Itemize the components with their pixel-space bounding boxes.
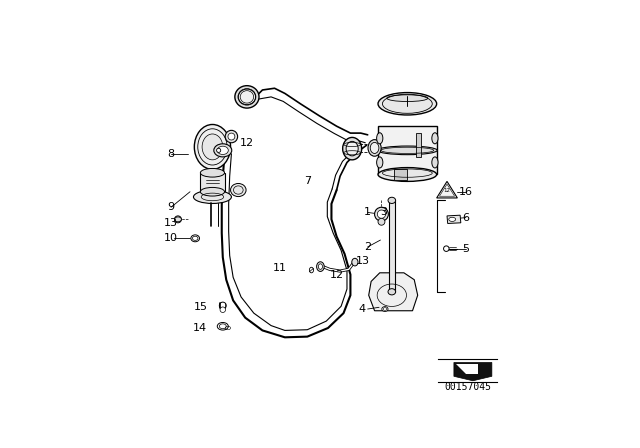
Ellipse shape [200, 168, 225, 177]
Ellipse shape [346, 142, 358, 156]
Text: 7: 7 [304, 177, 311, 186]
Ellipse shape [200, 187, 225, 196]
Text: 5: 5 [463, 244, 470, 254]
Circle shape [220, 302, 226, 309]
Circle shape [225, 130, 237, 143]
Ellipse shape [238, 89, 255, 105]
Bar [389, 200, 395, 292]
Text: 00157045: 00157045 [444, 382, 492, 392]
Text: 1: 1 [364, 207, 371, 217]
Text: 11: 11 [273, 263, 287, 273]
Ellipse shape [371, 142, 379, 154]
Text: 12: 12 [240, 138, 254, 148]
Polygon shape [436, 181, 458, 198]
Ellipse shape [376, 133, 383, 144]
Bar [416, 133, 421, 157]
Ellipse shape [342, 138, 362, 160]
Text: 2: 2 [364, 242, 371, 252]
Text: 9: 9 [168, 202, 175, 212]
Circle shape [444, 246, 449, 251]
Ellipse shape [193, 190, 232, 203]
Ellipse shape [449, 217, 456, 221]
Circle shape [228, 133, 235, 140]
Polygon shape [447, 215, 461, 224]
Text: 16: 16 [459, 187, 473, 197]
Text: 6: 6 [463, 213, 470, 223]
Ellipse shape [235, 86, 259, 108]
Ellipse shape [217, 323, 228, 330]
Polygon shape [454, 362, 492, 381]
Text: 13: 13 [355, 256, 369, 266]
Polygon shape [369, 273, 418, 311]
Ellipse shape [432, 157, 438, 168]
Ellipse shape [376, 157, 383, 168]
Ellipse shape [387, 95, 428, 102]
Ellipse shape [217, 146, 228, 155]
Text: 13: 13 [164, 218, 178, 228]
Circle shape [175, 216, 181, 223]
Ellipse shape [352, 258, 358, 266]
Text: 10: 10 [164, 233, 178, 243]
Bar [394, 169, 407, 180]
Ellipse shape [317, 262, 324, 271]
Ellipse shape [175, 217, 181, 222]
Ellipse shape [202, 134, 223, 160]
Ellipse shape [378, 93, 436, 115]
Ellipse shape [368, 140, 381, 156]
Circle shape [220, 307, 225, 313]
Text: 4: 4 [359, 304, 366, 314]
Ellipse shape [214, 144, 232, 157]
Ellipse shape [309, 267, 314, 273]
Text: 8: 8 [168, 149, 175, 159]
Text: 14: 14 [193, 323, 207, 333]
Ellipse shape [230, 184, 246, 197]
Ellipse shape [432, 133, 438, 144]
Ellipse shape [388, 197, 396, 203]
Text: 3: 3 [380, 207, 387, 217]
Circle shape [378, 218, 385, 225]
Circle shape [378, 210, 386, 218]
Ellipse shape [195, 125, 230, 169]
Text: 12: 12 [330, 270, 344, 280]
Ellipse shape [191, 235, 200, 242]
Ellipse shape [388, 289, 396, 295]
Ellipse shape [382, 306, 388, 311]
Polygon shape [456, 363, 478, 374]
Bar [200, 173, 225, 192]
Ellipse shape [318, 264, 323, 269]
Text: 15: 15 [193, 302, 207, 312]
Bar [378, 126, 436, 174]
Ellipse shape [378, 168, 436, 181]
Ellipse shape [378, 146, 437, 155]
Circle shape [374, 207, 388, 221]
Circle shape [216, 148, 221, 152]
Text: 12: 12 [444, 188, 451, 193]
